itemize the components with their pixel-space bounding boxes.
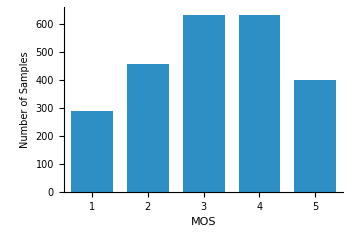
Bar [239, 15, 280, 192]
Bar [295, 80, 336, 192]
Bar [183, 15, 224, 192]
Bar [127, 64, 169, 192]
Y-axis label: Number of Samples: Number of Samples [20, 51, 30, 148]
Bar [71, 111, 113, 192]
X-axis label: MOS: MOS [191, 217, 216, 227]
